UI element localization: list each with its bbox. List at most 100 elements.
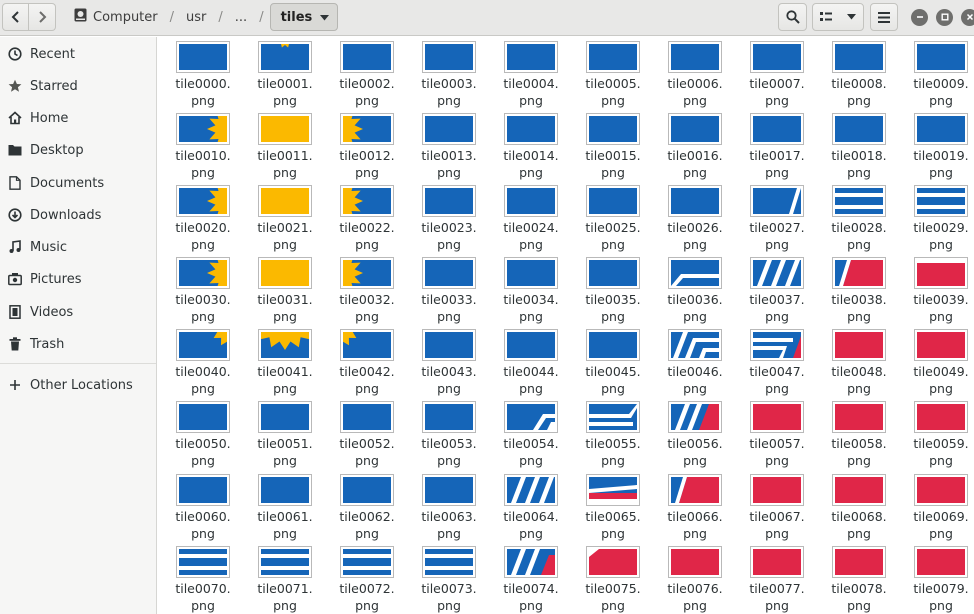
file-item[interactable]: tile0052. png: [330, 399, 404, 468]
file-item[interactable]: tile0070. png: [166, 544, 240, 613]
file-item[interactable]: tile0074. png: [494, 544, 568, 613]
sidebar-item-videos[interactable]: Videos: [0, 297, 156, 327]
file-item[interactable]: tile0033. png: [412, 255, 486, 324]
file-item[interactable]: tile0072. png: [330, 544, 404, 613]
file-item[interactable]: tile0008. png: [822, 39, 896, 108]
file-item[interactable]: tile0007. png: [740, 39, 814, 108]
file-item[interactable]: tile0039. png: [904, 255, 974, 324]
file-item[interactable]: tile0064. png: [494, 472, 568, 541]
file-item[interactable]: tile0061. png: [248, 472, 322, 541]
file-item[interactable]: tile0016. png: [658, 111, 732, 180]
file-item[interactable]: tile0071. png: [248, 544, 322, 613]
file-item[interactable]: tile0031. png: [248, 255, 322, 324]
file-item[interactable]: tile0021. png: [248, 183, 322, 252]
file-item[interactable]: tile0058. png: [822, 399, 896, 468]
file-item[interactable]: tile0005. png: [576, 39, 650, 108]
sidebar-item-downloads[interactable]: Downloads: [0, 200, 156, 230]
file-item[interactable]: tile0027. png: [740, 183, 814, 252]
file-item[interactable]: tile0050. png: [166, 399, 240, 468]
file-item[interactable]: tile0076. png: [658, 544, 732, 613]
search-button[interactable]: [778, 3, 807, 31]
file-item[interactable]: tile0069. png: [904, 472, 974, 541]
file-item[interactable]: tile0023. png: [412, 183, 486, 252]
sidebar-item-recent[interactable]: Recent: [0, 39, 156, 69]
file-item[interactable]: tile0018. png: [822, 111, 896, 180]
file-item[interactable]: tile0047. png: [740, 327, 814, 396]
file-item[interactable]: tile0040. png: [166, 327, 240, 396]
file-item[interactable]: tile0062. png: [330, 472, 404, 541]
file-item[interactable]: tile0077. png: [740, 544, 814, 613]
sidebar-item-music[interactable]: Music: [0, 232, 156, 262]
file-item[interactable]: tile0044. png: [494, 327, 568, 396]
file-item[interactable]: tile0038. png: [822, 255, 896, 324]
file-item[interactable]: tile0034. png: [494, 255, 568, 324]
file-item[interactable]: tile0009. png: [904, 39, 974, 108]
file-item[interactable]: tile0055. png: [576, 399, 650, 468]
menu-button[interactable]: [870, 3, 898, 31]
sidebar-item-starred[interactable]: Starred: [0, 71, 156, 101]
file-item[interactable]: tile0011. png: [248, 111, 322, 180]
file-item[interactable]: tile0024. png: [494, 183, 568, 252]
file-item[interactable]: tile0017. png: [740, 111, 814, 180]
file-item[interactable]: tile0046. png: [658, 327, 732, 396]
file-item[interactable]: tile0006. png: [658, 39, 732, 108]
breadcrumb-current-folder[interactable]: tiles: [269, 3, 339, 31]
file-item[interactable]: tile0004. png: [494, 39, 568, 108]
file-item[interactable]: tile0029. png: [904, 183, 974, 252]
minimize-button[interactable]: [911, 9, 928, 26]
file-item[interactable]: tile0035. png: [576, 255, 650, 324]
file-item[interactable]: tile0001. png: [248, 39, 322, 108]
file-item[interactable]: tile0068. png: [822, 472, 896, 541]
file-item[interactable]: tile0067. png: [740, 472, 814, 541]
breadcrumb-computer[interactable]: Computer: [68, 3, 164, 31]
file-item[interactable]: tile0026. png: [658, 183, 732, 252]
sidebar-item-desktop[interactable]: Desktop: [0, 135, 156, 165]
file-item[interactable]: tile0049. png: [904, 327, 974, 396]
file-item[interactable]: tile0015. png: [576, 111, 650, 180]
forward-button[interactable]: [29, 3, 56, 31]
file-item[interactable]: tile0036. png: [658, 255, 732, 324]
file-item[interactable]: tile0063. png: [412, 472, 486, 541]
sidebar-item-home[interactable]: Home: [0, 103, 156, 133]
back-button[interactable]: [2, 3, 29, 31]
file-item[interactable]: tile0025. png: [576, 183, 650, 252]
file-item[interactable]: tile0000. png: [166, 39, 240, 108]
file-item[interactable]: tile0057. png: [740, 399, 814, 468]
file-item[interactable]: tile0002. png: [330, 39, 404, 108]
file-item[interactable]: tile0020. png: [166, 183, 240, 252]
file-item[interactable]: tile0032. png: [330, 255, 404, 324]
file-item[interactable]: tile0078. png: [822, 544, 896, 613]
sidebar-item-other-locations[interactable]: Other Locations: [0, 370, 156, 400]
file-item[interactable]: tile0073. png: [412, 544, 486, 613]
file-item[interactable]: tile0010. png: [166, 111, 240, 180]
file-item[interactable]: tile0059. png: [904, 399, 974, 468]
file-item[interactable]: tile0048. png: [822, 327, 896, 396]
file-item[interactable]: tile0019. png: [904, 111, 974, 180]
view-options-button[interactable]: [812, 3, 864, 31]
file-item[interactable]: tile0014. png: [494, 111, 568, 180]
file-item[interactable]: tile0054. png: [494, 399, 568, 468]
file-item[interactable]: tile0013. png: [412, 111, 486, 180]
file-item[interactable]: tile0042. png: [330, 327, 404, 396]
file-item[interactable]: tile0022. png: [330, 183, 404, 252]
file-item[interactable]: tile0045. png: [576, 327, 650, 396]
file-item[interactable]: tile0066. png: [658, 472, 732, 541]
file-item[interactable]: tile0051. png: [248, 399, 322, 468]
file-item[interactable]: tile0065. png: [576, 472, 650, 541]
file-item[interactable]: tile0053. png: [412, 399, 486, 468]
close-button[interactable]: [961, 9, 974, 26]
file-item[interactable]: tile0079. png: [904, 544, 974, 613]
file-item[interactable]: tile0012. png: [330, 111, 404, 180]
breadcrumb-ellipsis[interactable]: ...: [229, 3, 253, 31]
file-item[interactable]: tile0041. png: [248, 327, 322, 396]
file-item[interactable]: tile0037. png: [740, 255, 814, 324]
maximize-button[interactable]: [936, 9, 953, 26]
file-item[interactable]: tile0003. png: [412, 39, 486, 108]
sidebar-item-trash[interactable]: Trash: [0, 329, 156, 359]
file-item[interactable]: tile0043. png: [412, 327, 486, 396]
file-item[interactable]: tile0030. png: [166, 255, 240, 324]
file-item[interactable]: tile0056. png: [658, 399, 732, 468]
file-item[interactable]: tile0028. png: [822, 183, 896, 252]
sidebar-item-documents[interactable]: Documents: [0, 168, 156, 198]
file-item[interactable]: tile0060. png: [166, 472, 240, 541]
